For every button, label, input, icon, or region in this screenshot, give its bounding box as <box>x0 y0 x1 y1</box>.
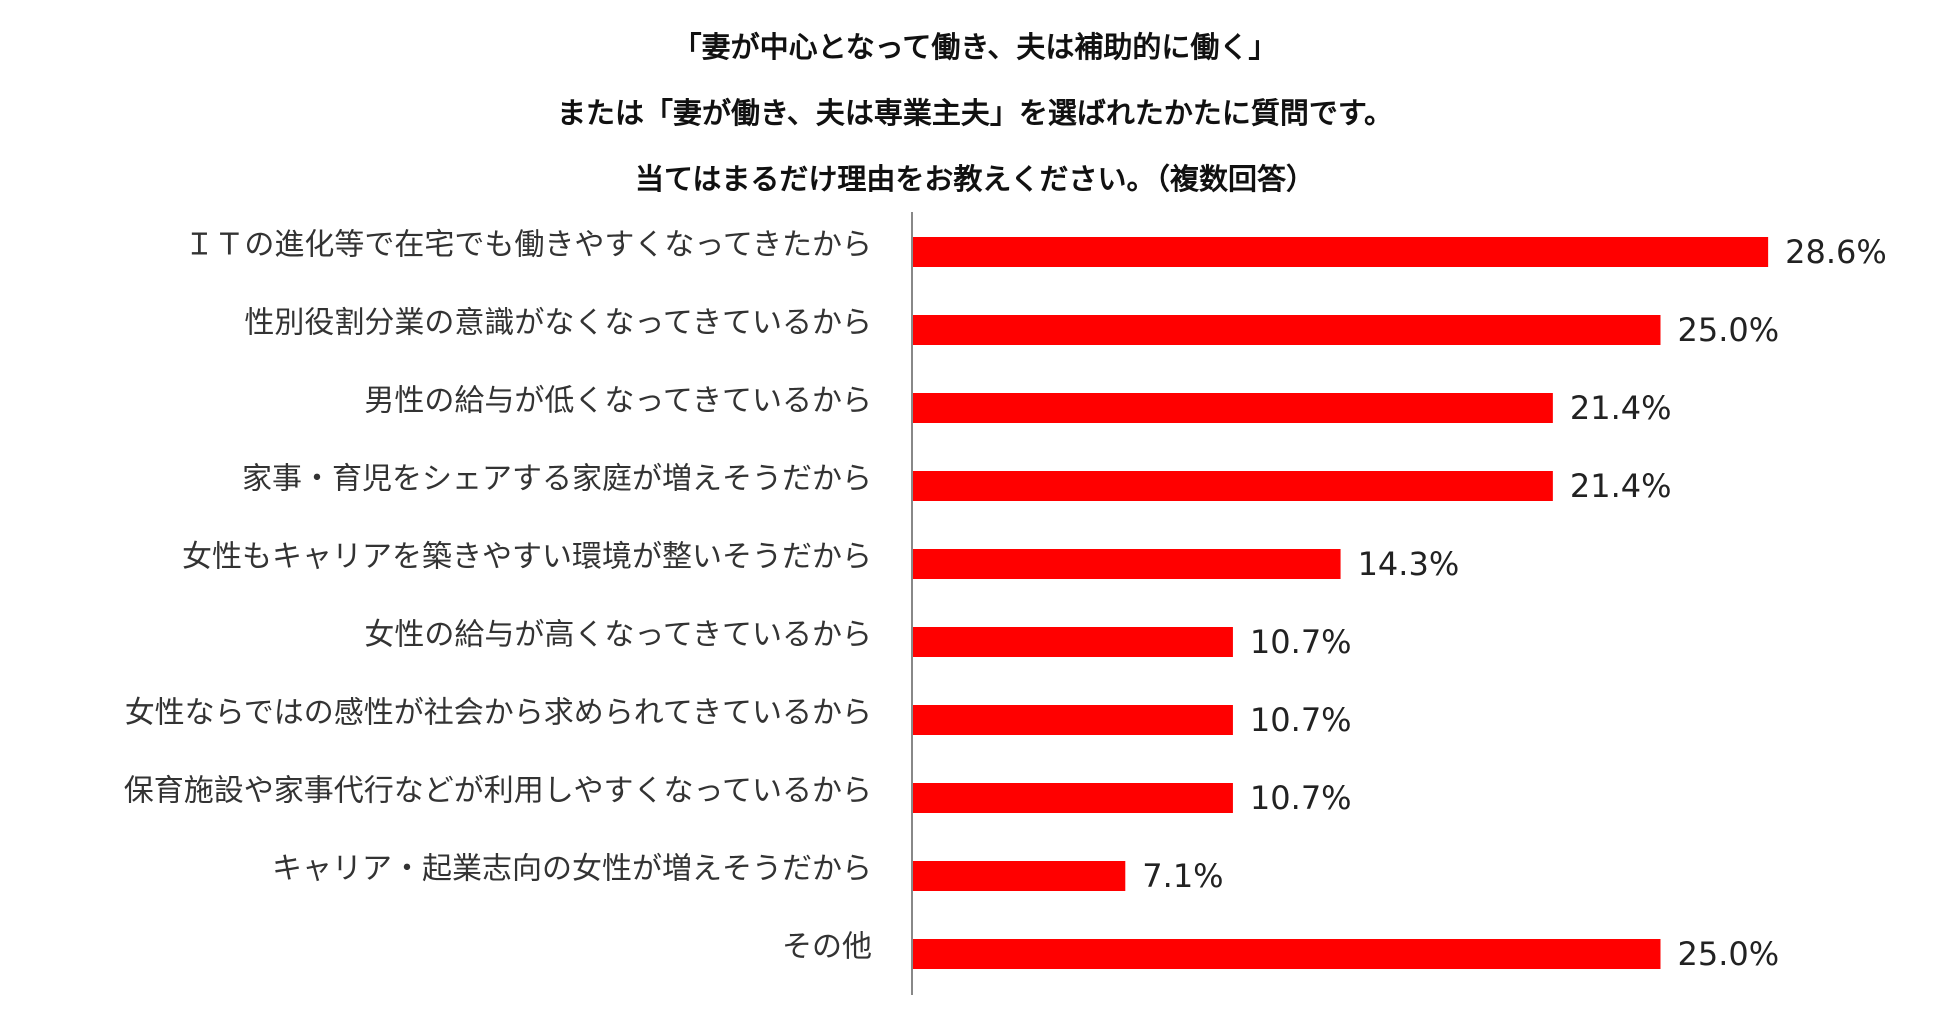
value-label: 21.4% <box>1570 467 1672 505</box>
value-label: 21.4% <box>1570 389 1672 427</box>
title-line-1: 「妻が中心となって働き、夫は補助的に働く」 <box>672 30 1278 64</box>
chart-title: 「妻が中心となって働き、夫は補助的に働く」 または「妻が働き、夫は専業主夫」を選… <box>0 14 1950 212</box>
category-label: 女性ならではの感性が社会から求められてきているから <box>125 696 872 731</box>
bar <box>913 237 1769 267</box>
bar <box>913 471 1553 501</box>
value-label: 25.0% <box>1678 935 1780 973</box>
value-label: 28.6% <box>1785 233 1887 271</box>
bar <box>913 939 1661 969</box>
bar <box>913 861 1126 891</box>
category-label: 家事・育児をシェアする家庭が増えそうだから <box>242 462 872 497</box>
plot-area: ＩＴの進化等で在宅でも働きやすくなってきたから 28.6% 性別役割分業の意識がなく… <box>124 212 1887 995</box>
bar <box>913 783 1233 813</box>
bar <box>913 705 1233 735</box>
value-label: 25.0% <box>1678 311 1780 349</box>
bar <box>913 393 1553 423</box>
value-label: 14.3% <box>1358 545 1460 583</box>
value-label: 10.7% <box>1250 779 1352 817</box>
bar <box>913 315 1661 345</box>
category-label: 男性の給与が低くなってきているから <box>364 384 872 419</box>
category-label: その他 <box>782 930 872 965</box>
value-label: 7.1% <box>1142 857 1223 895</box>
category-label: 保育施設や家事代行などが利用しやすくなっているから <box>124 774 872 809</box>
bar <box>913 627 1233 657</box>
value-label: 10.7% <box>1250 701 1352 739</box>
category-label: ＩＴの進化等で在宅でも働きやすくなってきたから <box>184 228 872 263</box>
category-label: 性別役割分業の意識がなくなってきているから <box>244 306 872 341</box>
category-label: キャリア・起業志向の女性が増えそうだから <box>272 852 872 887</box>
category-label: 女性の給与が高くなってきているから <box>364 618 872 653</box>
bar <box>913 549 1341 579</box>
category-label: 女性もキャリアを築きやすい環境が整いそうだから <box>182 540 872 575</box>
title-line-3: 当てはまるだけ理由をお教えください。（複数回答） <box>634 162 1316 196</box>
title-line-2: または「妻が働き、夫は専業主夫」を選ばれたかたに質問です。 <box>556 96 1394 130</box>
value-label: 10.7% <box>1250 623 1352 661</box>
